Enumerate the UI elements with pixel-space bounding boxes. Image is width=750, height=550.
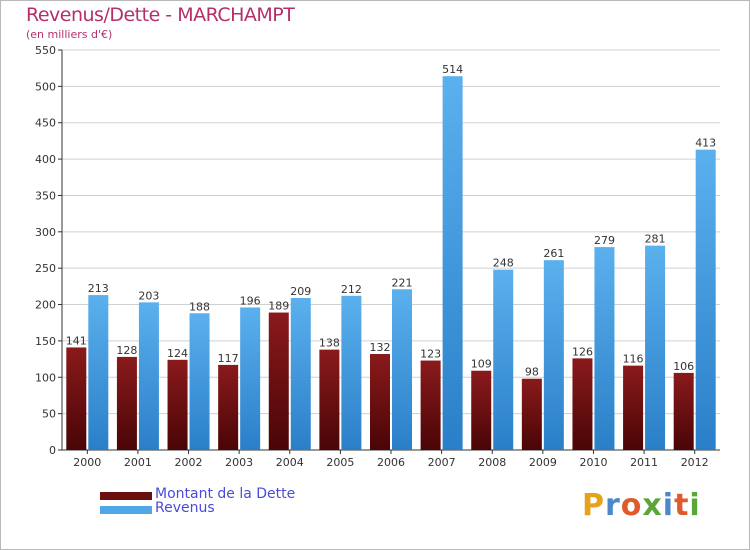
- data-label-debt: 98: [525, 366, 539, 379]
- logo-letter: x: [642, 488, 663, 523]
- bar-revenue: [392, 289, 412, 450]
- bar-debt: [521, 378, 542, 450]
- legend-swatch-debt: [100, 492, 152, 500]
- data-label-debt: 189: [268, 300, 289, 313]
- logo-letter: P: [582, 488, 605, 523]
- data-label-debt: 126: [572, 345, 593, 358]
- y-tick-label: 100: [35, 371, 56, 384]
- y-tick-label: 500: [35, 80, 56, 93]
- logo-letter: t: [674, 488, 690, 523]
- data-label-revenue: 248: [493, 257, 514, 270]
- bar-debt: [572, 358, 593, 450]
- x-tick-label: 2008: [478, 456, 506, 469]
- data-label-debt: 132: [370, 341, 391, 354]
- bar-revenue: [543, 260, 564, 450]
- data-label-revenue: 279: [594, 234, 615, 247]
- y-tick-label: 400: [35, 153, 56, 166]
- x-tick-label: 2004: [276, 456, 304, 469]
- y-tick-label: 150: [35, 335, 56, 348]
- data-label-debt: 138: [319, 337, 340, 350]
- bar-revenue: [442, 76, 463, 450]
- logo-letter: r: [605, 488, 621, 523]
- bar-debt: [319, 349, 340, 450]
- y-tick-label: 200: [35, 299, 56, 312]
- data-label-debt: 117: [218, 352, 239, 365]
- data-label-revenue: 196: [240, 294, 261, 307]
- bar-revenue: [240, 307, 261, 450]
- bar-revenue: [88, 295, 109, 450]
- bar-revenue: [138, 302, 159, 450]
- bar-revenue: [290, 298, 311, 450]
- bar-debt: [167, 359, 188, 450]
- x-tick-label: 2005: [326, 456, 354, 469]
- bar-debt: [66, 347, 87, 450]
- bar-revenue: [594, 247, 615, 450]
- data-label-revenue: 514: [442, 63, 463, 76]
- data-label-revenue: 413: [695, 137, 716, 150]
- x-tick-label: 2011: [630, 456, 658, 469]
- bar-debt: [471, 370, 492, 450]
- data-label-revenue: 203: [138, 289, 159, 302]
- bar-revenue: [493, 269, 514, 450]
- x-axis: 2000 2001 2002 2003 2004 2005 2006 2007 2008 2009…: [73, 450, 709, 469]
- data-label-revenue: 209: [290, 285, 311, 298]
- bars: [66, 76, 716, 451]
- grid: [62, 49, 720, 415]
- proxiti-logo: Proxiti: [582, 488, 701, 523]
- x-tick-label: 2001: [124, 456, 152, 469]
- data-label-debt: 141: [66, 334, 87, 347]
- x-tick-label: 2012: [681, 456, 709, 469]
- bar-debt: [623, 365, 644, 450]
- data-label-debt: 116: [623, 353, 644, 366]
- legend-label-debt: Montant de la Dette: [155, 486, 296, 502]
- bar-debt: [268, 312, 289, 450]
- x-tick-label: 2003: [225, 456, 253, 469]
- y-tick-label: 250: [35, 262, 56, 275]
- y-tick-label: 300: [35, 226, 56, 239]
- chart-subtitle: (en milliers d'€): [26, 28, 113, 41]
- data-label-revenue: 261: [543, 247, 564, 260]
- x-tick-label: 2006: [377, 456, 405, 469]
- data-label-debt: 124: [167, 347, 188, 360]
- x-tick-label: 2010: [579, 456, 607, 469]
- y-tick-label: 450: [35, 117, 56, 130]
- bar-debt: [420, 360, 441, 450]
- data-label-revenue: 213: [88, 282, 109, 295]
- data-label-debt: 128: [116, 344, 137, 357]
- data-label-debt: 123: [420, 348, 441, 361]
- bar-debt: [673, 372, 694, 450]
- bar-debt: [370, 354, 390, 450]
- x-tick-label: 2007: [428, 456, 456, 469]
- logo-letter: i: [662, 488, 675, 523]
- logo-letter: i: [689, 488, 701, 523]
- data-label-debt: 106: [673, 360, 694, 373]
- legend-swatch-revenue: [100, 506, 152, 514]
- bar-revenue: [341, 295, 362, 450]
- chart-title: Revenus/Dette - MARCHAMPT: [26, 4, 295, 26]
- bar-revenue: [645, 245, 666, 450]
- legend-label-revenue: Revenus: [155, 500, 215, 516]
- bar-revenue: [695, 149, 716, 451]
- data-label-revenue: 212: [341, 283, 362, 296]
- y-tick-label: 0: [49, 444, 56, 457]
- data-label-revenue: 221: [392, 276, 413, 289]
- x-tick-label: 2002: [175, 456, 203, 469]
- data-label-revenue: 281: [645, 233, 666, 246]
- bar-debt: [116, 356, 137, 450]
- y-tick-label: 550: [35, 44, 56, 57]
- y-tick-label: 350: [35, 189, 56, 202]
- logo-letter: o: [620, 488, 643, 523]
- data-label-revenue: 188: [189, 300, 210, 313]
- bar-revenue: [189, 313, 210, 450]
- x-tick-label: 2000: [73, 456, 101, 469]
- data-label-debt: 109: [471, 358, 492, 371]
- x-tick-label: 2009: [529, 456, 557, 469]
- y-tick-label: 50: [42, 408, 56, 421]
- bar-debt: [218, 364, 239, 450]
